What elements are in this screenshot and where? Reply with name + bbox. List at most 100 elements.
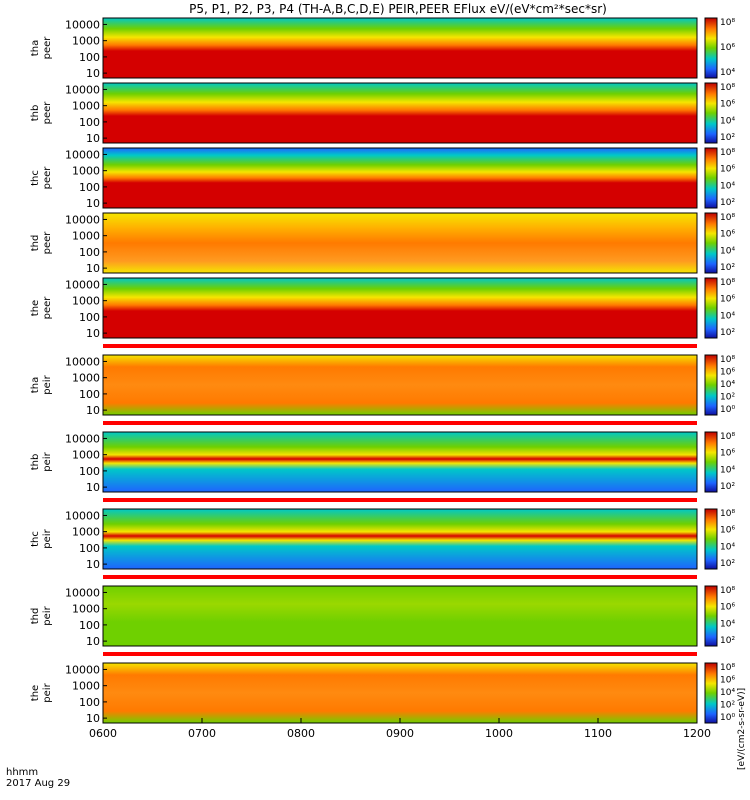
y-tick-label: 100 (79, 465, 100, 478)
x-tick-label: 1100 (584, 727, 612, 740)
y-tick-label: 1000 (72, 680, 100, 693)
colorbar-tick-label: 10² (720, 701, 735, 711)
colorbar-tick-label: 10⁴ (720, 311, 735, 321)
spectrogram-image (103, 18, 697, 78)
panel-frame (102, 277, 698, 339)
y-tick-label: 100 (79, 51, 100, 64)
colorbar-tick-label: 10⁴ (720, 116, 735, 126)
colorbar-tick-label: 10⁸ (720, 432, 735, 442)
panel-label: thepeer (30, 296, 53, 320)
panel-label: thbpeir (30, 451, 53, 471)
y-tick-label: 10 (86, 635, 100, 648)
y-tick-label: 100 (79, 181, 100, 194)
panel-frame (102, 82, 698, 144)
colorbar (704, 585, 718, 647)
spectrogram-image (103, 278, 697, 338)
colorbar-tick-label: 10⁰ (720, 405, 735, 415)
status-bar (103, 652, 697, 656)
y-tick-label: 1000 (72, 526, 100, 539)
colorbar-tick-label: 10² (720, 636, 735, 646)
colorbar-tick-label: 10⁴ (720, 542, 735, 552)
y-tick-label: 100 (79, 388, 100, 401)
colorbar-tick-label: 10⁶ (720, 295, 735, 305)
y-tick-label: 1000 (72, 603, 100, 616)
status-bar (103, 498, 697, 502)
y-tick-label: 100 (79, 311, 100, 324)
colorbar (704, 354, 718, 416)
spectrogram-panels: 10100100010000thapeer10⁴10⁶10⁸1010010001… (30, 17, 735, 725)
colorbar-tick-label: 10⁴ (720, 380, 735, 390)
panel-thb-peer: 10 100 1000 10000 thbpeer 10² 10⁴ 10⁶ 10⁸ (30, 82, 735, 145)
y-tick-label: 100 (79, 116, 100, 129)
panel-species: peir (42, 605, 53, 625)
x-tick-label: 0800 (287, 727, 315, 740)
panel-species: peir (42, 682, 53, 702)
y-tick-label: 10 (86, 712, 100, 725)
y-tick-label: 10000 (65, 586, 100, 599)
colorbar-tick-label: 10² (720, 482, 735, 492)
y-tick-label: 1000 (72, 165, 100, 178)
y-tick-label: 10 (86, 262, 100, 275)
y-tick-label: 10 (86, 558, 100, 571)
x-tick-label: 1000 (485, 727, 513, 740)
panel-frame (102, 17, 698, 79)
panel-probe: thd (30, 235, 41, 252)
y-tick-label: 100 (79, 619, 100, 632)
panel-frame (102, 354, 698, 416)
colorbar-tick-label: 10² (720, 133, 735, 143)
colorbar-tick-label: 10² (720, 198, 735, 208)
colorbar-tick-label: 10⁸ (720, 355, 735, 365)
y-tick-label: 100 (79, 542, 100, 555)
colorbar-tick-label: 10⁸ (720, 278, 735, 288)
panel-species: peer (42, 36, 53, 60)
y-tick-label: 10 (86, 481, 100, 494)
colorbar-tick-label: 10⁸ (720, 148, 735, 158)
spectrogram-image (103, 148, 697, 208)
y-tick-label: 1000 (72, 372, 100, 385)
colorbar-tick-label: 10² (720, 263, 735, 273)
colorbar-tick-label: 10⁶ (720, 230, 735, 240)
panel-the-peir: 10 100 1000 10000 thepeir 10⁰ 10² 10⁴ 10⁶ 10⁸ (30, 662, 735, 725)
y-tick-label: 100 (79, 696, 100, 709)
panel-probe: tha (30, 40, 41, 56)
panel-label: thcpeer (30, 166, 53, 190)
colorbar-tick-label: 10⁶ (720, 165, 735, 175)
x-axis-label-hhmm: hhmm (6, 767, 38, 778)
panel-probe: thc (30, 170, 41, 186)
colorbar-tick-label: 10⁶ (720, 368, 735, 378)
panel-species: peer (42, 101, 53, 125)
panel-tha-peer: 10 100 1000 10000 thapeer 10⁴ 10⁶ 10⁸ (30, 17, 735, 80)
y-tick-label: 10000 (65, 663, 100, 676)
x-tick-label: 0900 (386, 727, 414, 740)
y-tick-label: 100 (79, 246, 100, 259)
panel-the-peer: 10 100 1000 10000 thepeer 10² 10⁴ 10⁶ 10⁸ (30, 277, 735, 348)
panel-probe: the (30, 685, 41, 701)
y-tick-label: 10 (86, 327, 100, 340)
colorbar-tick-label: 10⁴ (720, 619, 735, 629)
y-tick-label: 1000 (72, 35, 100, 48)
spectrogram-image (103, 213, 697, 273)
colorbar-tick-label: 10² (720, 559, 735, 569)
status-bar (103, 421, 697, 425)
x-tick-label: 0600 (89, 727, 117, 740)
y-tick-label: 10 (86, 67, 100, 80)
colorbar-unit-label: [eV/(cm2-s-sr-eV)] (737, 688, 747, 770)
y-tick-label: 1000 (72, 295, 100, 308)
panel-probe: tha (30, 377, 41, 393)
y-tick-label: 10000 (65, 432, 100, 445)
y-tick-label: 10000 (65, 213, 100, 226)
y-tick-label: 10000 (65, 278, 100, 291)
colorbar-tick-label: 10⁶ (720, 43, 735, 53)
colorbar-tick-label: 10⁸ (720, 18, 735, 28)
spectrogram-image (103, 83, 697, 143)
y-tick-label: 10 (86, 404, 100, 417)
y-tick-label: 10000 (65, 83, 100, 96)
spectrogram-image (103, 432, 697, 492)
y-tick-label: 1000 (72, 230, 100, 243)
colorbar-tick-label: 10⁸ (720, 663, 735, 673)
y-tick-label: 1000 (72, 100, 100, 113)
colorbar-tick-label: 10⁶ (720, 603, 735, 613)
colorbar (704, 662, 718, 724)
y-tick-label: 10 (86, 197, 100, 210)
colorbar (704, 17, 718, 79)
